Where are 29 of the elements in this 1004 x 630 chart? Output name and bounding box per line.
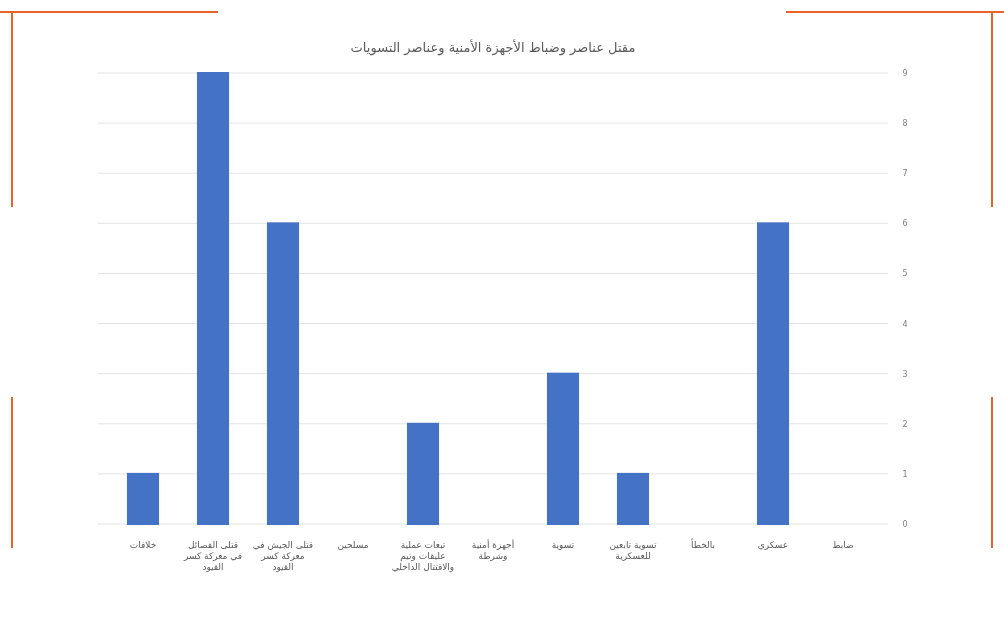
bar: [546, 372, 580, 525]
y-tick-label: 6: [902, 219, 908, 229]
chart-title: مقتل عناصر وضباط الأجهزة الأمنية وعناصر التسويات: [350, 39, 636, 56]
y-tick-label: 3: [902, 369, 908, 379]
bar: [266, 222, 300, 525]
y-tick-label: 7: [902, 169, 908, 179]
x-tick-label: ضابط: [832, 540, 854, 550]
y-tick-label: 9: [902, 69, 908, 78]
y-tick-label: 2: [902, 419, 908, 429]
y-tick-label: 8: [902, 119, 908, 129]
bar: [126, 472, 160, 525]
y-tick-label: 5: [902, 269, 908, 279]
x-tick-label: بالخطأ: [691, 538, 715, 550]
x-tick-label: أجهزة أمنية وشرطة: [471, 539, 515, 561]
x-tick-label: تبعات عملية عليقات وتيم والاقتتال الداخلي: [391, 540, 455, 572]
bar: [196, 72, 230, 525]
y-tick-label: 4: [902, 319, 908, 329]
x-tick-label: خلافات: [129, 540, 157, 550]
bar: [406, 422, 440, 525]
x-tick-label: مسلحين: [337, 540, 369, 550]
bar: [616, 472, 650, 525]
x-tick-label: قتلى الفصائل في معركة كسر القيود: [182, 540, 243, 572]
x-tick-label: تسوية: [551, 540, 575, 550]
x-tick-label: عسكري: [757, 540, 789, 550]
x-tick-label: قتلى الجيش في معركة كسر القيود: [252, 540, 314, 572]
x-tick-label: تسوية تابعين للعسكرية: [609, 540, 658, 561]
y-tick-label: 1: [902, 469, 908, 479]
bar: [756, 222, 790, 525]
y-tick-label: 0: [902, 520, 908, 529]
